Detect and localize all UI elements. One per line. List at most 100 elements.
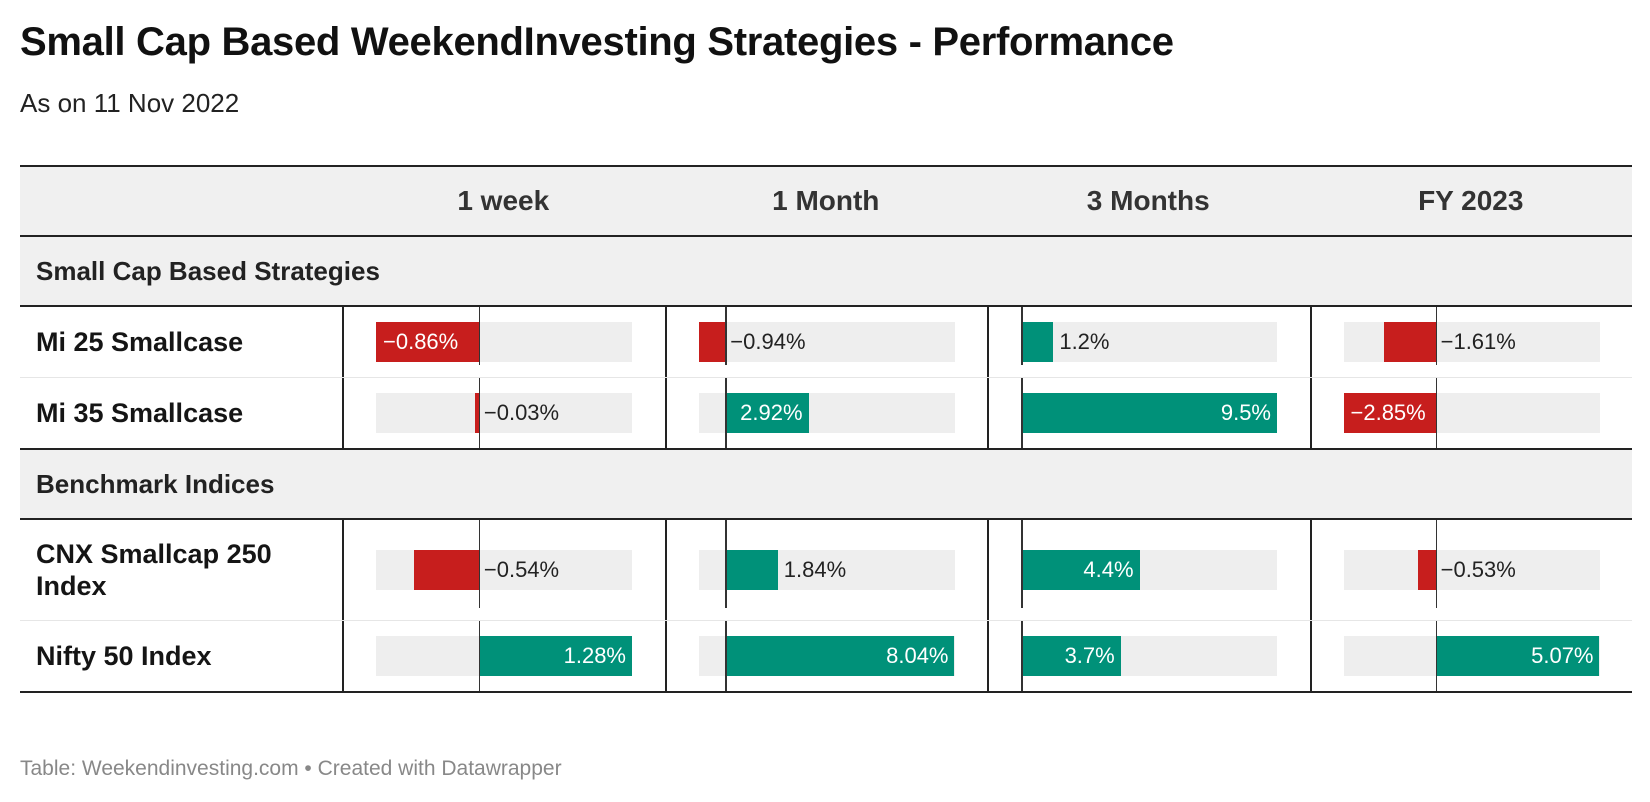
- bar-track: −0.03%: [376, 393, 632, 433]
- zero-line: [725, 307, 727, 365]
- positive-bar[interactable]: [1021, 393, 1277, 433]
- table-body: Small Cap Based Strategies Mi 25 Smallcas…: [20, 237, 1632, 693]
- value-label: −2.85%: [1350, 400, 1426, 425]
- zero-line: [1021, 621, 1023, 691]
- table-row: Mi 25 Smallcase −0.86% −0.94% 1.2% −1.61%: [20, 307, 1632, 378]
- zero-line: [478, 307, 481, 365]
- bar-cell: −0.86%: [342, 307, 665, 377]
- value-label: −1.61%: [1440, 329, 1516, 354]
- column-header-1-week[interactable]: 1 week: [457, 185, 550, 216]
- zero-line: [1021, 520, 1023, 608]
- bar-cell: 1.84%: [664, 520, 988, 620]
- bar-track: −2.85%: [1343, 393, 1600, 433]
- positive-bar[interactable]: [1021, 322, 1054, 362]
- negative-bar[interactable]: [1418, 550, 1436, 590]
- negative-bar[interactable]: [698, 322, 726, 362]
- positive-bar[interactable]: [1021, 636, 1121, 676]
- bar-track: 3.7%: [1021, 636, 1277, 676]
- zero-line: [725, 621, 727, 691]
- bar-cell: 1.28%: [342, 621, 665, 691]
- bar-cell: −2.85%: [1309, 378, 1633, 448]
- zero-line: [1435, 307, 1438, 365]
- bar-track: −0.53%: [1343, 550, 1600, 590]
- bar-track: 4.4%: [1021, 550, 1277, 590]
- table-row: Nifty 50 Index 1.28% 8.04% 3.7% 5.07%: [20, 621, 1632, 693]
- bar-cell: 3.7%: [987, 621, 1310, 691]
- group-row-small-cap-based-strategies: Small Cap Based Strategies: [20, 237, 1632, 307]
- negative-bar[interactable]: [376, 322, 479, 362]
- column-header-1-month[interactable]: 1 Month: [772, 185, 880, 216]
- positive-bar[interactable]: [1021, 550, 1140, 590]
- value-label: 1.84%: [783, 557, 847, 582]
- table-row: Mi 35 Smallcase −0.03% 2.92% 9.5% −2.85%: [20, 378, 1632, 450]
- table-row: CNX Smallcap 250 Index −0.54% 1.84% 4.4% −0.…: [20, 520, 1632, 621]
- value-label: 3.7%: [1064, 643, 1115, 668]
- negative-bar[interactable]: [414, 550, 479, 590]
- value-label: 9.5%: [1220, 400, 1271, 425]
- positive-bar[interactable]: [478, 636, 632, 676]
- value-label: −0.03%: [483, 400, 560, 425]
- zero-line: [478, 520, 481, 608]
- source-footer: Table: Weekendinvesting.com • Created wi…: [20, 757, 562, 780]
- value-label: 8.04%: [886, 643, 949, 668]
- row-label-cnx-smallcap-250-index: CNX Smallcap 250 Index: [36, 539, 272, 601]
- zero-line: [478, 378, 481, 448]
- zero-line: [1435, 520, 1438, 608]
- zero-line: [725, 378, 727, 448]
- value-label: 5.07%: [1531, 643, 1594, 668]
- bar-cell: 5.07%: [1309, 621, 1633, 691]
- bar-track: 2.92%: [698, 393, 955, 433]
- positive-bar[interactable]: [725, 636, 955, 676]
- value-label: −0.86%: [383, 329, 459, 354]
- positive-bar[interactable]: [725, 393, 809, 433]
- bar-track: −0.54%: [376, 550, 632, 590]
- bar-track: 5.07%: [1343, 636, 1600, 676]
- negative-bar[interactable]: [1383, 322, 1436, 362]
- bar-cell: 1.2%: [987, 307, 1310, 377]
- value-label: 1.28%: [563, 643, 626, 668]
- row-label-nifty-50-index: Nifty 50 Index: [36, 641, 212, 671]
- zero-line: [1435, 621, 1438, 691]
- bar-track: 1.2%: [1021, 322, 1277, 362]
- column-header-fy-2023[interactable]: FY 2023: [1418, 185, 1524, 216]
- zero-line: [1021, 378, 1023, 448]
- bar-cell: 8.04%: [664, 621, 988, 691]
- value-label: −0.53%: [1440, 557, 1516, 582]
- chart-subtitle: As on 11 Nov 2022: [20, 88, 240, 118]
- bar-track: 1.84%: [698, 550, 955, 590]
- bar-cell: −0.53%: [1309, 520, 1633, 620]
- bar-track: −0.94%: [698, 322, 955, 362]
- value-label: 2.92%: [740, 400, 803, 425]
- value-label: −0.94%: [730, 329, 806, 354]
- positive-bar[interactable]: [725, 550, 778, 590]
- bar-cell: 2.92%: [664, 378, 988, 448]
- column-header-3-months[interactable]: 3 Months: [1086, 185, 1210, 216]
- chart-title: Small Cap Based WeekendInvesting Strateg…: [20, 20, 1174, 64]
- bar-track: 8.04%: [698, 636, 955, 676]
- value-label: 4.4%: [1083, 557, 1134, 582]
- zero-line: [1021, 307, 1023, 365]
- zero-line: [725, 520, 727, 608]
- value-label: −0.54%: [483, 557, 560, 582]
- row-label-mi-25-smallcase: Mi 25 Smallcase: [36, 327, 244, 357]
- performance-table: 1 week 1 Month 3 Months FY 2023 Small Ca…: [20, 165, 1632, 693]
- column-header-row: 1 week 1 Month 3 Months FY 2023: [20, 165, 1632, 237]
- value-label: 1.2%: [1059, 329, 1110, 354]
- negative-bar[interactable]: [1343, 393, 1436, 433]
- negative-bar[interactable]: [475, 393, 479, 433]
- zero-line: [1435, 378, 1438, 448]
- zero-line: [478, 621, 481, 691]
- bar-track: 9.5%: [1021, 393, 1277, 433]
- bar-cell: −0.94%: [664, 307, 988, 377]
- bar-cell: 4.4%: [987, 520, 1310, 620]
- bar-cell: −0.54%: [342, 520, 665, 620]
- positive-bar[interactable]: [1435, 636, 1600, 676]
- bar-cell: −0.03%: [342, 378, 665, 448]
- bar-track: −1.61%: [1343, 322, 1600, 362]
- row-label-mi-35-smallcase: Mi 35 Smallcase: [36, 398, 244, 428]
- bar-track: −0.86%: [376, 322, 632, 362]
- bar-cell: 9.5%: [987, 378, 1310, 448]
- bar-track: 1.28%: [376, 636, 632, 676]
- bar-cell: −1.61%: [1309, 307, 1633, 377]
